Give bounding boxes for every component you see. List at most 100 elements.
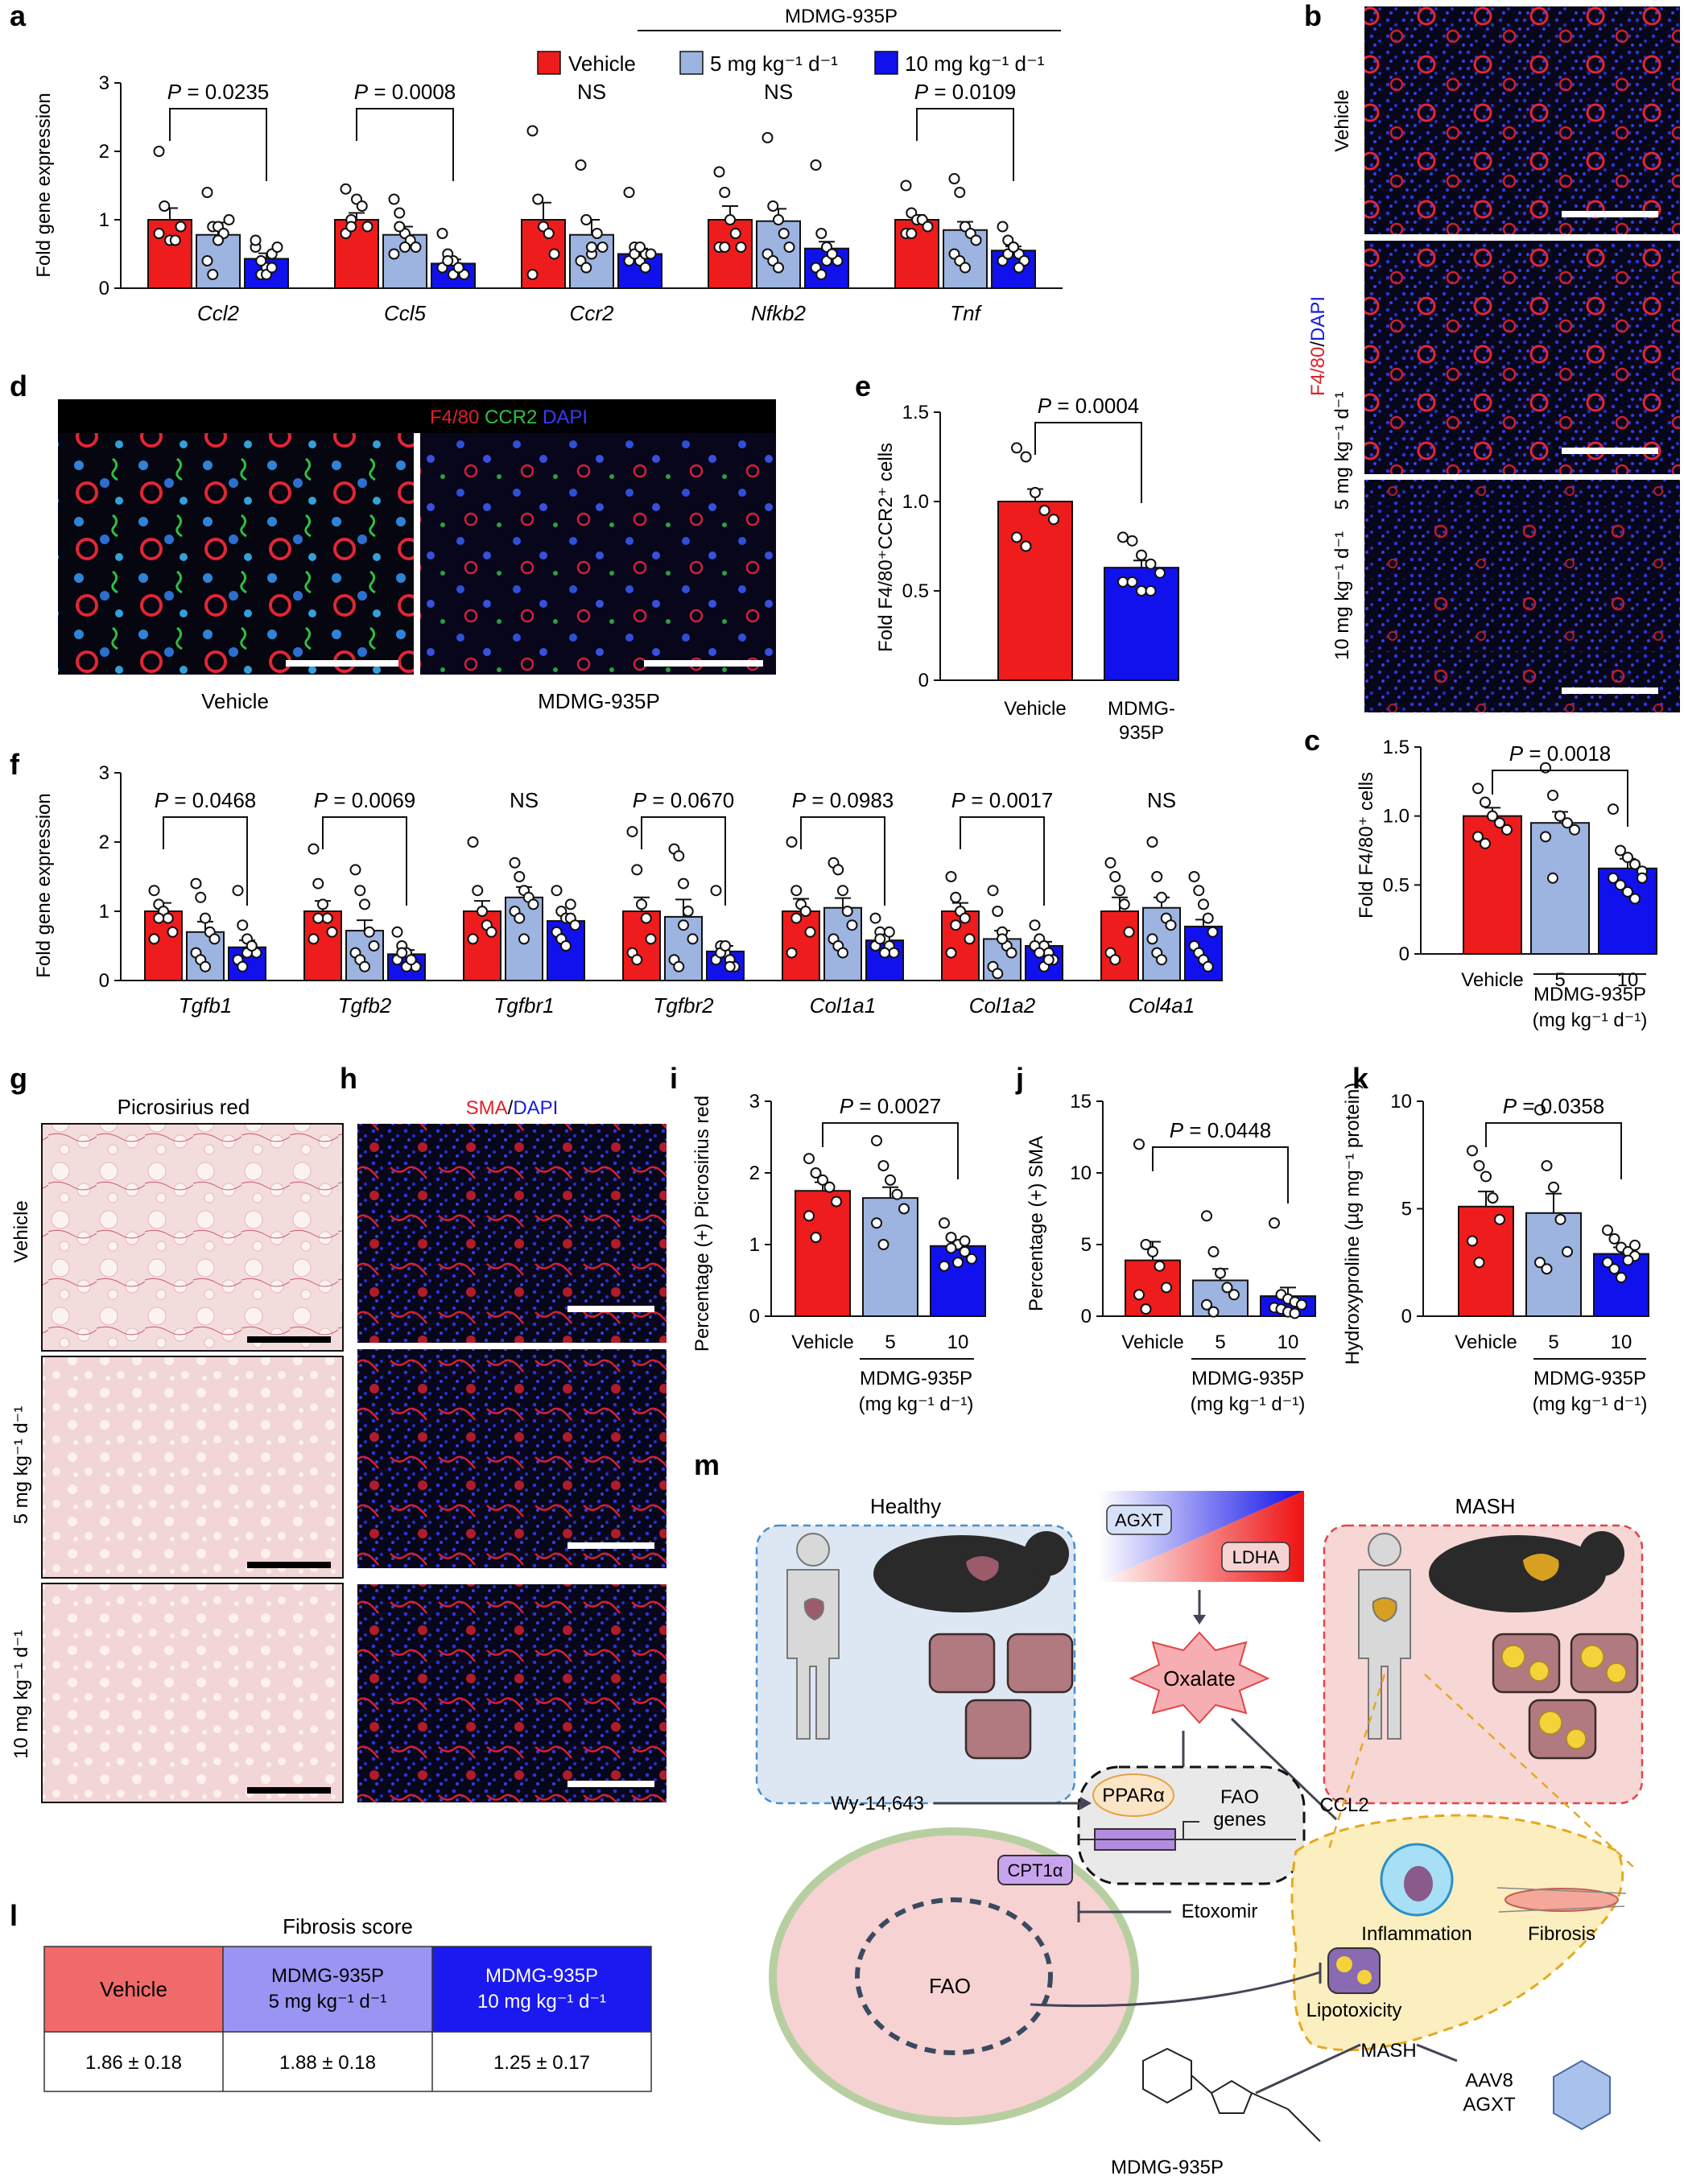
data-point [307,843,320,855]
data-point [960,262,971,274]
ppar-label: PPARα [1102,1785,1165,1806]
data-point [237,919,249,931]
data-point [1038,505,1050,517]
data-point [823,1181,836,1193]
stain-dapi-h: DAPI [513,1097,558,1119]
data-point [159,200,171,212]
data-point [1030,486,1041,498]
data-point [815,228,828,239]
data-point [952,1257,964,1269]
bar [991,250,1036,289]
data-point [673,850,685,862]
data-point [526,269,539,280]
drug-bracket-c: MDMG-935P (mg kg⁻¹ d⁻¹) [1533,973,1647,1031]
significance-bracket [322,816,407,906]
scale-bar [1562,687,1658,694]
data-point [548,248,560,260]
panel-letter-d: d [10,370,27,403]
data-point [1501,824,1513,836]
data-point [1117,531,1129,543]
data-point [361,221,374,233]
data-point [1145,558,1157,570]
x-tick-label: Col1a2 [969,993,1036,1018]
bar [1100,910,1139,981]
panel-b-micrographs: Vehicle 5 mg kg⁻¹ d⁻¹ 10 mg kg⁻¹ d⁻¹ F4/… [1307,6,1680,712]
data-point [1228,1289,1240,1301]
data-point [345,221,357,233]
data-point [1161,1282,1172,1294]
bar [1598,867,1657,955]
ccl2-label: CCL2 [1319,1794,1368,1816]
table-cell: 1.86 ± 0.18 [85,2052,182,2074]
data-point [810,1232,822,1244]
data-point [790,912,803,924]
data-point [1472,782,1484,795]
data-point [405,954,417,966]
data-point [575,159,587,171]
data-point [1140,1303,1152,1315]
data-point [879,947,890,959]
data-point [735,242,747,253]
data-point [1622,886,1633,898]
stain-label-h: SMA/DAPI [466,1097,559,1119]
x-tick-label: Ccl2 [197,301,240,325]
data-point [1140,1239,1152,1250]
bar [1530,822,1590,955]
x-tick-label: Nfkb2 [751,301,806,325]
data-point [636,898,647,910]
data-point [1472,831,1484,843]
data-point [1569,824,1580,836]
data-point [312,877,324,890]
y-tick-label: 1 [99,209,109,231]
micrograph-h-5 [357,1349,667,1568]
data-point [945,1242,957,1254]
data-point [1602,1224,1613,1236]
data-point [1198,898,1209,910]
y-tick-label: 3 [99,762,109,784]
significance-bracket [1492,770,1628,827]
table-header-10 [432,1947,651,2032]
data-point [208,933,221,945]
data-point [1193,885,1205,897]
data-point [1048,514,1059,526]
stain-sep-h: / [508,1097,514,1119]
micrograph-d-header [58,399,776,433]
panel-l-table: Fibrosis score Vehicle MDMG-935P 5 mg kg… [43,1914,652,2092]
cpt1a-box [997,1855,1073,1885]
data-point [1156,891,1167,903]
data-point [307,933,320,945]
lipotoxicity-icon [1327,1947,1381,1994]
data-point [678,877,689,890]
bar [930,1245,986,1318]
unit-label-i: (mg kg⁻¹ d⁻¹) [859,1393,974,1415]
data-point [1269,1217,1280,1229]
micrograph-g-vehicle [41,1123,344,1352]
y-tick-label: 0 [918,670,929,692]
data-point [1147,1245,1158,1257]
fibrosis-label: Fibrosis [1528,1923,1595,1945]
bar [1463,815,1522,956]
data-point [939,1260,950,1272]
data-point [1145,585,1157,597]
data-point [1615,879,1626,891]
data-point [945,871,957,882]
bar [1458,1205,1514,1317]
bar [997,501,1073,681]
data-point [326,926,338,938]
data-point [255,255,267,266]
data-point [359,960,370,972]
panel-letter-m: m [694,1448,720,1481]
y-tick-label: 0 [1081,1306,1092,1327]
data-point [1622,852,1633,864]
data-point [959,1235,971,1247]
chart-e-f480-ccr2-cells: 0 0.5 1.0 1.5 P = 0.0004 Vehicle MDMG-935P [902,394,1179,744]
y-tick-label: 2 [99,832,109,853]
data-point [213,234,224,246]
label-mash-title: MASH [1455,1494,1515,1518]
data-point [810,159,822,171]
inflammation-label: Inflammation [1361,1923,1471,1945]
x-tick-label: Ccl5 [384,301,427,325]
stain-f480-d: F4/80 [430,407,479,428]
data-point [368,940,380,952]
